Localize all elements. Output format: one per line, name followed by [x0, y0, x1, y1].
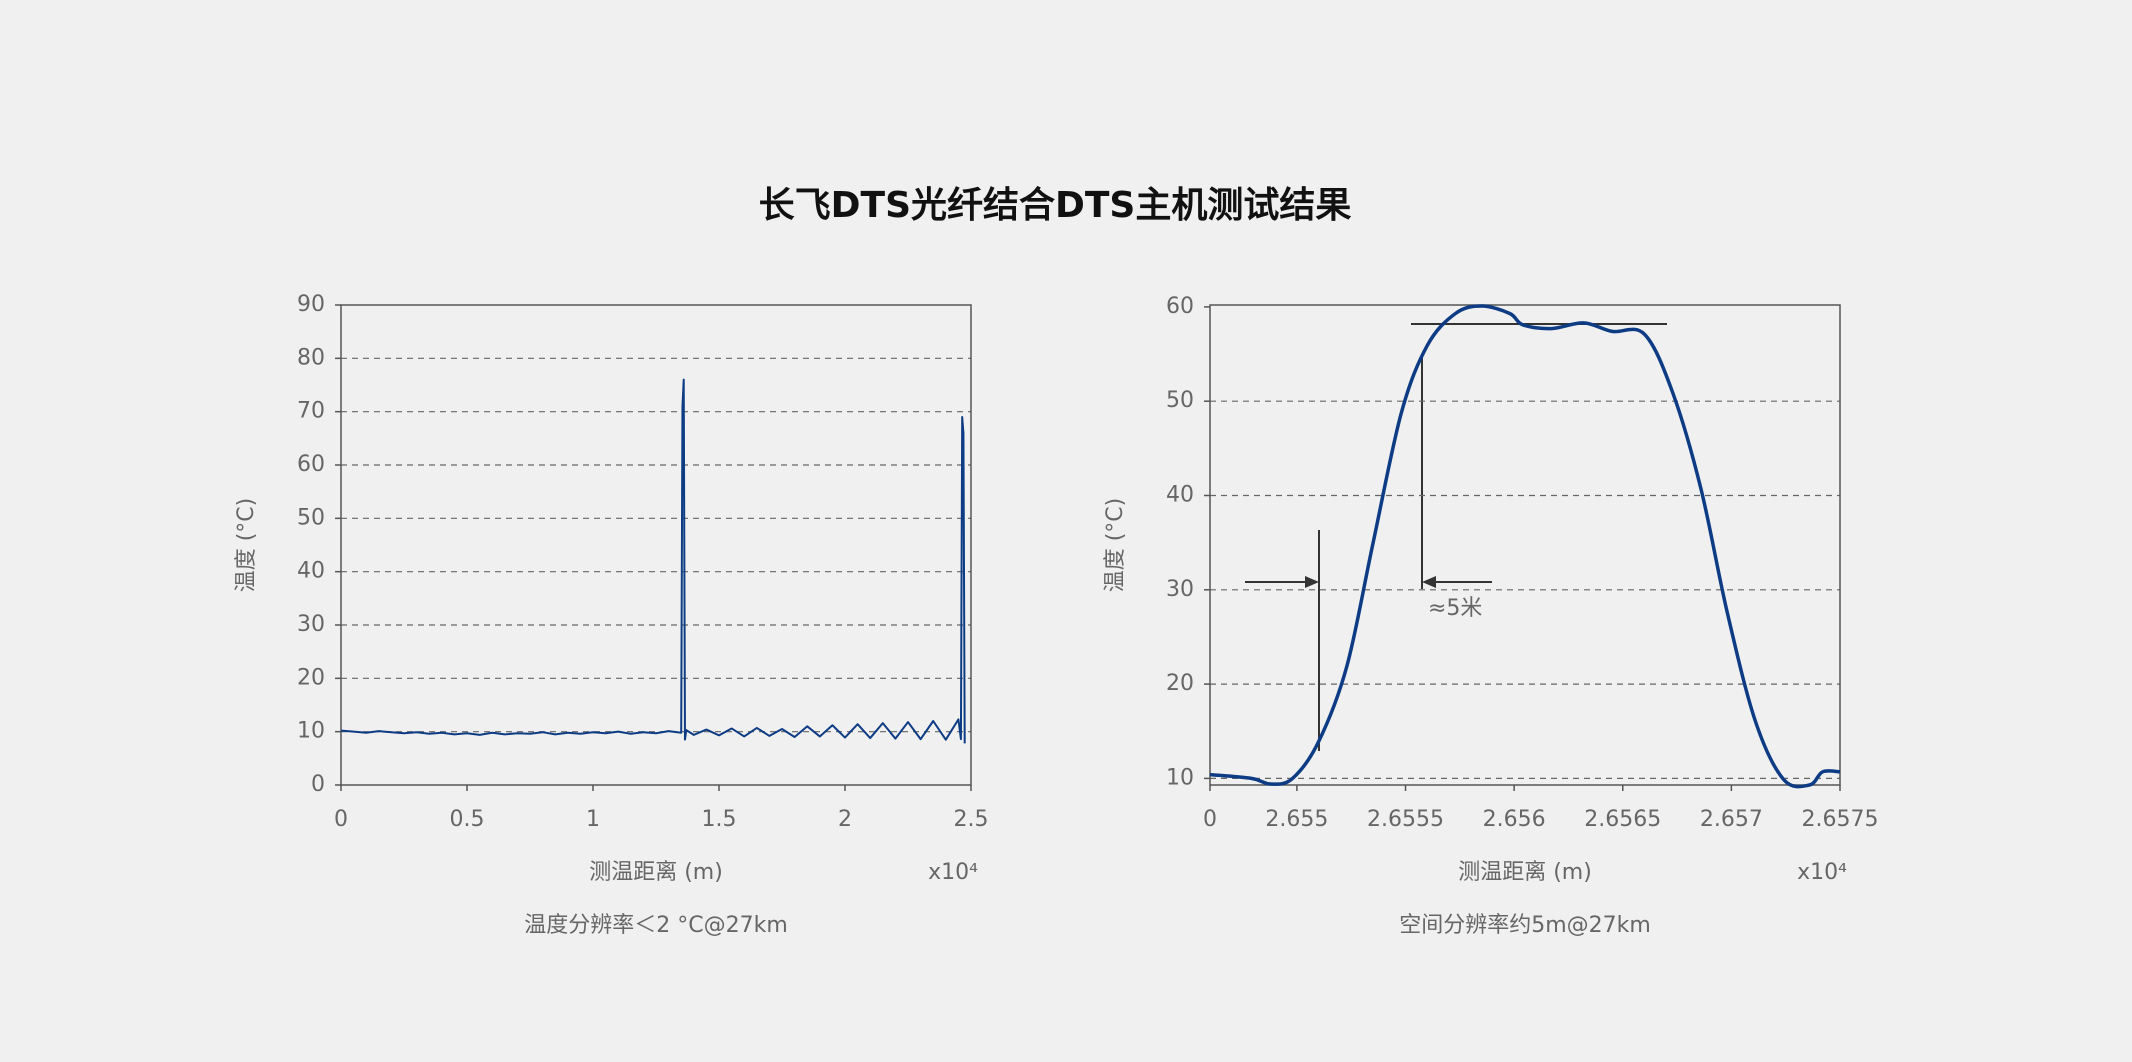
caption: 空间分辨率约5m@27km	[1399, 913, 1651, 938]
x-tick-label: 0	[334, 807, 348, 832]
y-tick-label: 50	[297, 505, 325, 530]
x-tick-label: 2.6565	[1584, 807, 1661, 832]
x-axis-label: 测温距离 (m)	[589, 860, 723, 885]
y-tick-label: 60	[1166, 294, 1194, 319]
y-axis-label: 温度 (°C)	[1103, 498, 1128, 593]
x-tick-label: 1	[586, 807, 600, 832]
y-tick-label: 80	[297, 345, 325, 370]
y-tick-label: 50	[1166, 388, 1194, 413]
y-tick-label: 10	[1166, 765, 1194, 790]
y-tick-label: 60	[297, 452, 325, 477]
y-tick-label: 10	[297, 719, 325, 744]
data-line	[340, 378, 966, 744]
y-tick-label: 40	[1166, 482, 1194, 507]
y-tick-label: 70	[297, 399, 325, 424]
y-tick-label: 20	[297, 665, 325, 690]
annotation: ≈5米	[1428, 596, 1482, 621]
x-tick-label: 2.6555	[1367, 807, 1444, 832]
x-axis-label: 测温距离 (m)	[1458, 860, 1592, 885]
x-tick-label: 2	[838, 807, 852, 832]
x-tick-label: 2.657	[1700, 807, 1763, 832]
x-tick-label: 0.5	[450, 807, 485, 832]
x-tick-label: 0	[1203, 807, 1217, 832]
y-tick-label: 0	[311, 772, 325, 797]
x-tick-label: 2.6575	[1802, 807, 1879, 832]
x-axis-unit: x10⁴	[1797, 860, 1847, 885]
y-tick-label: 30	[297, 612, 325, 637]
caption: 温度分辨率＜2 °C@27km	[524, 913, 788, 938]
y-tick-label: 30	[1166, 577, 1194, 602]
arrow-head	[1305, 576, 1319, 588]
y-tick-label: 40	[297, 559, 325, 584]
x-tick-label: 2.655	[1265, 807, 1328, 832]
annotation-marks	[1245, 323, 1667, 751]
x-axis-unit: x10⁴	[928, 860, 978, 885]
x-tick-label: 2.5	[954, 807, 989, 832]
x-tick-label: 1.5	[702, 807, 737, 832]
y-tick-label: 90	[297, 292, 325, 317]
y-tick-label: 20	[1166, 671, 1194, 696]
arrow-head	[1422, 576, 1436, 588]
y-axis-label: 温度 (°C)	[234, 498, 259, 593]
data-line	[1209, 304, 1841, 789]
plot-frame	[1209, 304, 1841, 786]
page-title: 长飞DTS光纤结合DTS主机测试结果	[759, 185, 1352, 226]
x-tick-label: 2.656	[1483, 807, 1546, 832]
plot-frame	[340, 304, 972, 786]
